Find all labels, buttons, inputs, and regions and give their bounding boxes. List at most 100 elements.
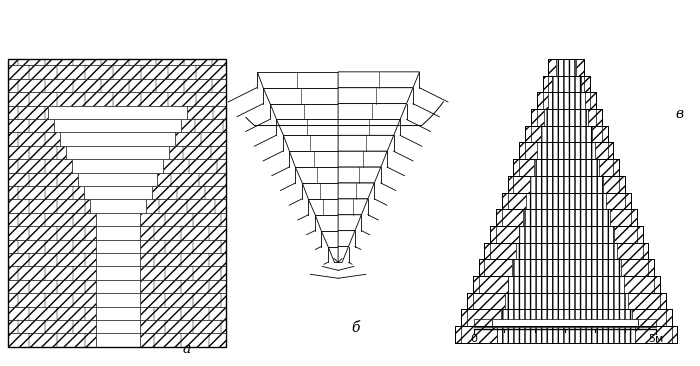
Bar	[169, 146, 226, 159]
Bar	[96, 280, 139, 293]
Bar	[146, 199, 226, 213]
Polygon shape	[270, 104, 338, 119]
Bar	[617, 243, 648, 259]
Bar	[139, 280, 226, 293]
Bar	[151, 186, 226, 199]
Bar	[96, 333, 139, 347]
Bar	[631, 309, 672, 326]
Bar	[638, 319, 656, 327]
Bar	[526, 193, 606, 209]
Bar	[523, 209, 610, 226]
Polygon shape	[302, 183, 338, 199]
Bar	[8, 146, 66, 159]
Bar	[484, 243, 515, 259]
Bar	[96, 307, 139, 320]
Bar	[502, 193, 526, 209]
Bar	[8, 66, 226, 79]
Bar	[541, 126, 592, 142]
Bar	[533, 159, 599, 176]
Bar	[531, 109, 545, 126]
Text: 0: 0	[470, 334, 477, 344]
Bar	[508, 276, 624, 293]
Bar	[455, 326, 498, 343]
Bar	[548, 92, 584, 109]
Bar	[512, 259, 621, 276]
Bar	[8, 59, 226, 347]
Bar	[537, 142, 596, 159]
Bar	[581, 76, 590, 92]
Bar	[606, 193, 631, 209]
Bar	[8, 119, 55, 132]
Bar	[139, 240, 226, 253]
Bar	[584, 92, 596, 109]
Polygon shape	[315, 215, 338, 231]
Bar	[48, 106, 187, 119]
Bar	[8, 106, 48, 119]
Bar	[163, 159, 226, 173]
Bar	[8, 159, 72, 173]
Text: a: a	[182, 342, 190, 356]
Bar	[139, 213, 226, 226]
Bar	[139, 320, 226, 333]
Bar	[139, 266, 226, 280]
Bar	[501, 309, 631, 326]
Bar	[8, 213, 96, 226]
Bar	[60, 132, 175, 146]
Bar	[603, 176, 625, 193]
Bar	[8, 226, 96, 240]
Bar	[139, 253, 226, 266]
Polygon shape	[289, 151, 338, 167]
Bar	[8, 293, 96, 307]
Bar	[474, 319, 492, 327]
Polygon shape	[263, 88, 338, 104]
Polygon shape	[283, 135, 338, 151]
Polygon shape	[338, 215, 361, 231]
Bar	[96, 320, 139, 333]
Polygon shape	[338, 72, 419, 88]
Bar	[492, 319, 638, 327]
Bar	[514, 159, 533, 176]
Text: б: б	[351, 321, 360, 335]
Bar	[78, 173, 158, 186]
Bar	[8, 173, 78, 186]
Bar	[8, 186, 84, 199]
Bar	[519, 142, 537, 159]
Polygon shape	[338, 167, 381, 183]
Bar	[181, 119, 226, 132]
Bar	[473, 276, 508, 293]
Bar	[636, 326, 678, 343]
Bar	[8, 307, 96, 320]
Bar	[576, 59, 584, 76]
Bar	[610, 209, 637, 226]
Polygon shape	[338, 119, 400, 135]
Bar	[90, 199, 146, 213]
Bar	[8, 199, 90, 213]
Bar	[139, 307, 226, 320]
Bar	[552, 76, 581, 92]
Bar	[139, 226, 226, 240]
Bar	[628, 293, 666, 309]
Polygon shape	[338, 231, 355, 247]
Polygon shape	[338, 104, 407, 119]
Bar	[614, 226, 643, 243]
Bar	[96, 293, 139, 307]
Bar	[8, 253, 96, 266]
Bar	[530, 176, 603, 193]
Bar	[96, 213, 139, 226]
Bar	[55, 119, 181, 132]
Bar	[519, 226, 614, 243]
Text: 5м: 5м	[648, 334, 664, 344]
Bar	[621, 259, 654, 276]
Bar	[8, 59, 226, 66]
Bar	[490, 226, 519, 243]
Polygon shape	[257, 72, 338, 88]
Bar	[8, 92, 226, 106]
Bar	[8, 320, 96, 333]
Bar	[624, 276, 660, 293]
Polygon shape	[338, 88, 413, 104]
Bar	[588, 109, 602, 126]
Bar	[187, 106, 226, 119]
Bar	[139, 333, 226, 347]
Polygon shape	[338, 199, 368, 215]
Polygon shape	[338, 151, 387, 167]
